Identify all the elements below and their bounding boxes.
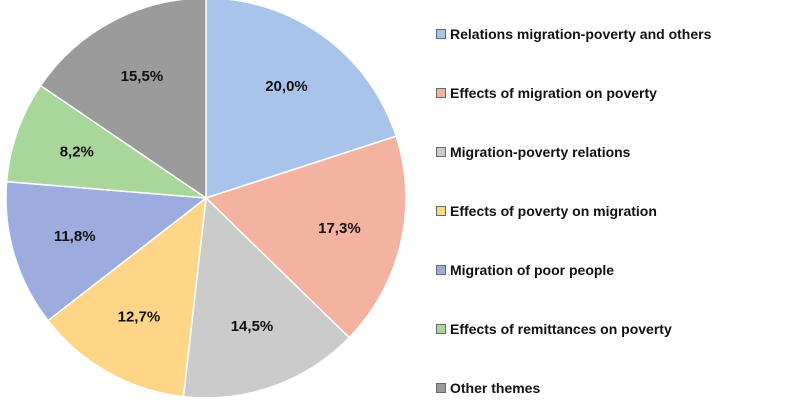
legend-swatch [436, 29, 446, 40]
slice-value-label-migration-poverty-relations: 14,5% [231, 318, 274, 335]
legend: Relations migration-poverty and others Ef… [436, 5, 782, 417]
pie-slice-migration-of-poor-people [5, 180, 208, 322]
legend-label: Effects of migration on poverty [450, 85, 657, 102]
slice-value-label-other-themes: 15,5% [121, 68, 164, 85]
legend-swatch [436, 206, 446, 217]
legend-swatch [436, 147, 446, 158]
legend-item-effects-of-poverty-on-migration: Effects of poverty on migration [436, 182, 782, 241]
legend-label: Migration of poor people [450, 262, 615, 278]
legend-label: Effects of poverty on migration [450, 203, 657, 220]
legend-item-other-themes: Other themes [436, 358, 782, 417]
pie-slice-other-themes [39, 0, 207, 200]
legend-item-migration-poverty-relations: Migration-poverty relations [436, 123, 782, 182]
legend-swatch [436, 88, 446, 99]
slice-value-label-effects-of-poverty-on-migration: 12,7% [118, 308, 161, 325]
pie-slice-effects-of-remittances-on-poverty [5, 84, 209, 199]
pie-slice-relations-migration-poverty-and-others [205, 0, 398, 200]
pie-slice-migration-poverty-relations [182, 196, 351, 399]
legend-label: Migration-poverty relations [450, 144, 631, 161]
slice-value-label-effects-of-migration-on-poverty: 17,3% [318, 220, 361, 237]
pie-chart: 20,0% 17,3% 14,5% 12,7% 11,8% 8,2% 15,5% [5, 0, 407, 399]
legend-item-migration-of-poor-people: Migration of poor people [436, 241, 782, 300]
legend-swatch [436, 323, 446, 334]
legend-item-effects-of-remittances-on-poverty: Effects of remittances on poverty [436, 299, 782, 358]
legend-label: Other themes [450, 379, 541, 396]
legend-label: Effects of remittances on poverty [450, 320, 672, 337]
legend-swatch [436, 265, 446, 275]
slice-value-label-effects-of-remittances-on-poverty: 8,2% [60, 143, 94, 160]
slice-value-label-relations-migration-poverty-and-others: 20,0% [265, 78, 308, 95]
pie-slice-effects-of-poverty-on-migration [46, 196, 207, 398]
legend-item-effects-of-migration-on-poverty: Effects of migration on poverty [436, 64, 782, 123]
slice-value-label-migration-of-poor-people: 11,8% [54, 228, 96, 245]
pie-slice-effects-of-migration-on-poverty [204, 135, 407, 339]
legend-label: Relations migration-poverty and others [450, 26, 712, 43]
legend-item-relations-migration-poverty-and-others: Relations migration-poverty and others [436, 5, 782, 64]
legend-swatch [436, 382, 446, 393]
